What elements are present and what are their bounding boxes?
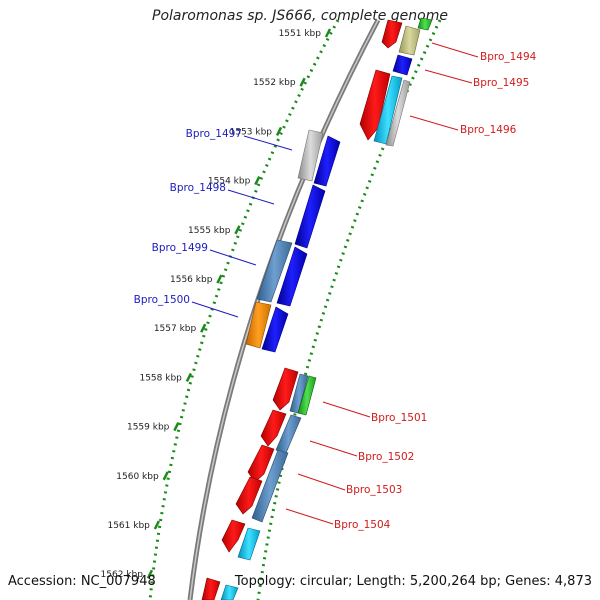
ruler-tick [234, 225, 241, 235]
ruler: 1551 kbp 1552 kbp 1553 kbp 1554 kbp 1555 kbp… [101, 28, 332, 580]
feature-track-left [245, 129, 341, 353]
gene-feature-bpro-1500[interactable] [261, 306, 289, 353]
ruler-tick-label: 1558 kbp [139, 373, 182, 383]
gene-label-bpro-1504[interactable]: Bpro_1504 [334, 519, 391, 531]
gene-feature-red-lower[interactable] [221, 519, 246, 553]
gene-feature-steel-1499[interactable] [256, 239, 293, 303]
ruler-tick-label: 1555 kbp [188, 226, 231, 236]
ruler-tick [200, 323, 207, 333]
gene-label-bpro-1499[interactable]: Bpro_1499 [152, 242, 208, 254]
gene-label-bpro-1494[interactable]: Bpro_1494 [480, 51, 537, 63]
genome-backbone-highlight [189, 19, 379, 600]
gene-feature-bpro-1499[interactable] [276, 246, 308, 307]
leader-line-bpro-1496 [409, 115, 459, 131]
ruler-tick [185, 372, 192, 382]
gene-feature-bpro-1500-orange[interactable] [245, 301, 272, 349]
feature-track-right-top [359, 17, 433, 147]
gene-feature-red-1502[interactable] [260, 409, 287, 447]
ruler-tick [162, 471, 169, 481]
leader-line-bpro-1501 [322, 401, 371, 418]
gene-feature-red-1503[interactable] [247, 444, 275, 483]
gene-label-bpro-1501[interactable]: Bpro_1501 [371, 412, 427, 424]
inner-dotted-ring [256, 19, 442, 600]
ruler-tick-label: 1559 kbp [127, 423, 170, 433]
ruler-tick [153, 520, 161, 530]
topology-label: Topology: circular; Length: 5,200,264 bp… [234, 574, 592, 589]
gene-feature-grey-1496[interactable] [385, 79, 411, 147]
ruler-tick [299, 77, 306, 87]
leader-line-bpro-1500 [191, 301, 239, 318]
accession-label: Accession: NC_007948 [8, 574, 156, 589]
gene-feature-red-1504[interactable] [235, 476, 263, 515]
genome-backbone [187, 18, 381, 600]
gene-feature-steel-1503[interactable] [251, 449, 289, 523]
ruler-tick [275, 126, 283, 136]
ruler-tick-label: 1556 kbp [170, 275, 213, 285]
ruler-tick-label: 1554 kbp [208, 177, 251, 187]
gene-feature-cyan-bottom[interactable] [220, 584, 239, 600]
gene-label-bpro-1503[interactable]: Bpro_1503 [346, 484, 402, 496]
gene-feature-blue-1495[interactable] [392, 54, 413, 76]
gene-feature-red-1495[interactable] [359, 69, 391, 141]
gene-feature-bpro-1497[interactable] [313, 135, 341, 187]
gene-feature-cyan-lower[interactable] [237, 527, 261, 561]
ruler-tick [173, 422, 180, 432]
leader-line-bpro-1499 [209, 249, 257, 266]
ruler-tick-label: 1557 kbp [154, 324, 197, 334]
leader-line-bpro-1503 [297, 473, 346, 491]
leader-line-bpro-1498 [227, 189, 275, 205]
gene-label-bpro-1498[interactable]: Bpro_1498 [170, 182, 226, 194]
ruler-tick-label: 1552 kbp [253, 78, 296, 88]
ruler-tick-label: 1561 kbp [107, 521, 150, 531]
gene-feature-olive-1494[interactable] [398, 25, 421, 56]
feature-track-right-bottom [201, 367, 317, 600]
ruler-tick [254, 176, 261, 186]
gene-feature-green-1501[interactable] [297, 375, 317, 416]
ruler-tick-label: 1553 kbp [230, 127, 273, 137]
gene-feature-red-1501[interactable] [272, 367, 299, 411]
gene-feature-bpro-1498[interactable] [294, 184, 326, 249]
gene-feature-green-top[interactable] [417, 17, 433, 31]
leader-line-bpro-1495 [424, 69, 473, 84]
ruler-tick [216, 274, 223, 284]
leader-line-bpro-1504 [285, 508, 334, 525]
leader-line-bpro-1502 [309, 440, 358, 457]
outer-dotted-ring [148, 19, 340, 600]
ruler-tick-label: 1560 kbp [116, 472, 159, 482]
leader-line-bpro-1497 [243, 135, 293, 151]
ruler-tick-label: 1551 kbp [279, 29, 322, 39]
gene-label-bpro-1500[interactable]: Bpro_1500 [134, 294, 190, 306]
ruler-tick [146, 569, 154, 579]
leader-lines [191, 42, 479, 525]
gene-feature-red-bottom[interactable] [201, 577, 221, 600]
gene-feature-red-top[interactable] [381, 19, 403, 49]
gene-label-bpro-1495[interactable]: Bpro_1495 [473, 77, 529, 89]
gene-feature-grey[interactable] [297, 129, 324, 182]
ruler-tick-label: 1562 kbp [101, 570, 144, 580]
gene-labels: Bpro_1497 Bpro_1498 Bpro_1499 Bpro_1500 … [134, 51, 537, 531]
gene-label-bpro-1496[interactable]: Bpro_1496 [460, 124, 517, 136]
leader-line-bpro-1494 [431, 42, 479, 58]
gene-label-bpro-1497[interactable]: Bpro_1497 [186, 128, 242, 140]
genome-title: Polaromonas sp. JS666, complete genome [152, 8, 448, 24]
gene-label-bpro-1502[interactable]: Bpro_1502 [358, 451, 414, 463]
ruler-tick [324, 28, 332, 38]
